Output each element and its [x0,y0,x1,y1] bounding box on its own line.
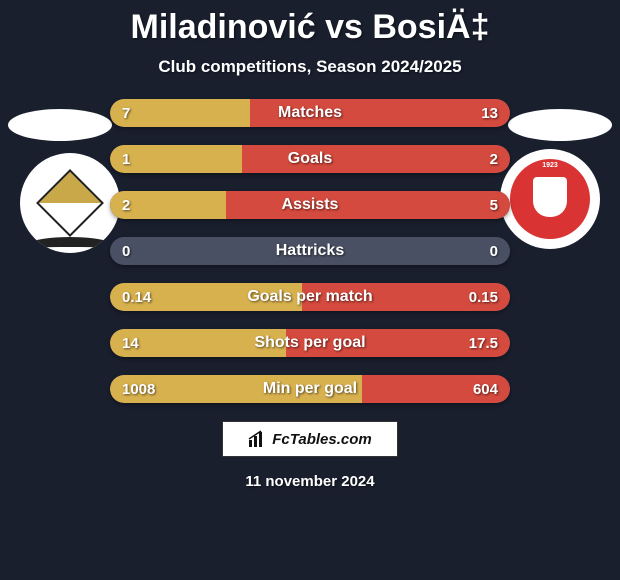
brand-text: FcTables.com [272,431,371,448]
badge-right-shield-icon [533,177,567,217]
badge-left-diamond-icon [36,169,104,237]
stat-rows: 713Matches 12Goals 25Assists 00Hattricks 0.1… [110,99,510,403]
brand-logo[interactable]: FcTables.com [222,421,398,457]
badge-left-ring-icon [20,237,120,253]
page-title: Miladinović vs BosiÄ‡ [0,8,620,47]
stat-label: Matches [110,104,510,122]
stat-label: Assists [110,196,510,214]
player-left-marker [8,109,112,141]
stat-label: Shots per goal [110,334,510,352]
stats-area: 1923 713Matches 12Goals 25Assists 00Hattric… [0,99,620,403]
stat-label: Min per goal [110,380,510,398]
stat-row: 713Matches [110,99,510,127]
club-badge-left [20,153,120,253]
chart-icon [248,430,266,448]
stat-row: 1008604Min per goal [110,375,510,403]
comparison-card: Miladinović vs BosiÄ‡ Club competitions,… [0,0,620,580]
stat-row: 00Hattricks [110,237,510,265]
stat-row: 25Assists [110,191,510,219]
stat-row: 0.140.15Goals per match [110,283,510,311]
stat-label: Goals [110,150,510,168]
stat-row: 12Goals [110,145,510,173]
player-right-marker [508,109,612,141]
subtitle: Club competitions, Season 2024/2025 [0,57,620,77]
stat-row: 1417.5Shots per goal [110,329,510,357]
club-badge-right: 1923 [500,149,600,249]
stat-label: Goals per match [110,288,510,306]
date-label: 11 november 2024 [0,473,620,490]
stat-label: Hattricks [110,242,510,260]
